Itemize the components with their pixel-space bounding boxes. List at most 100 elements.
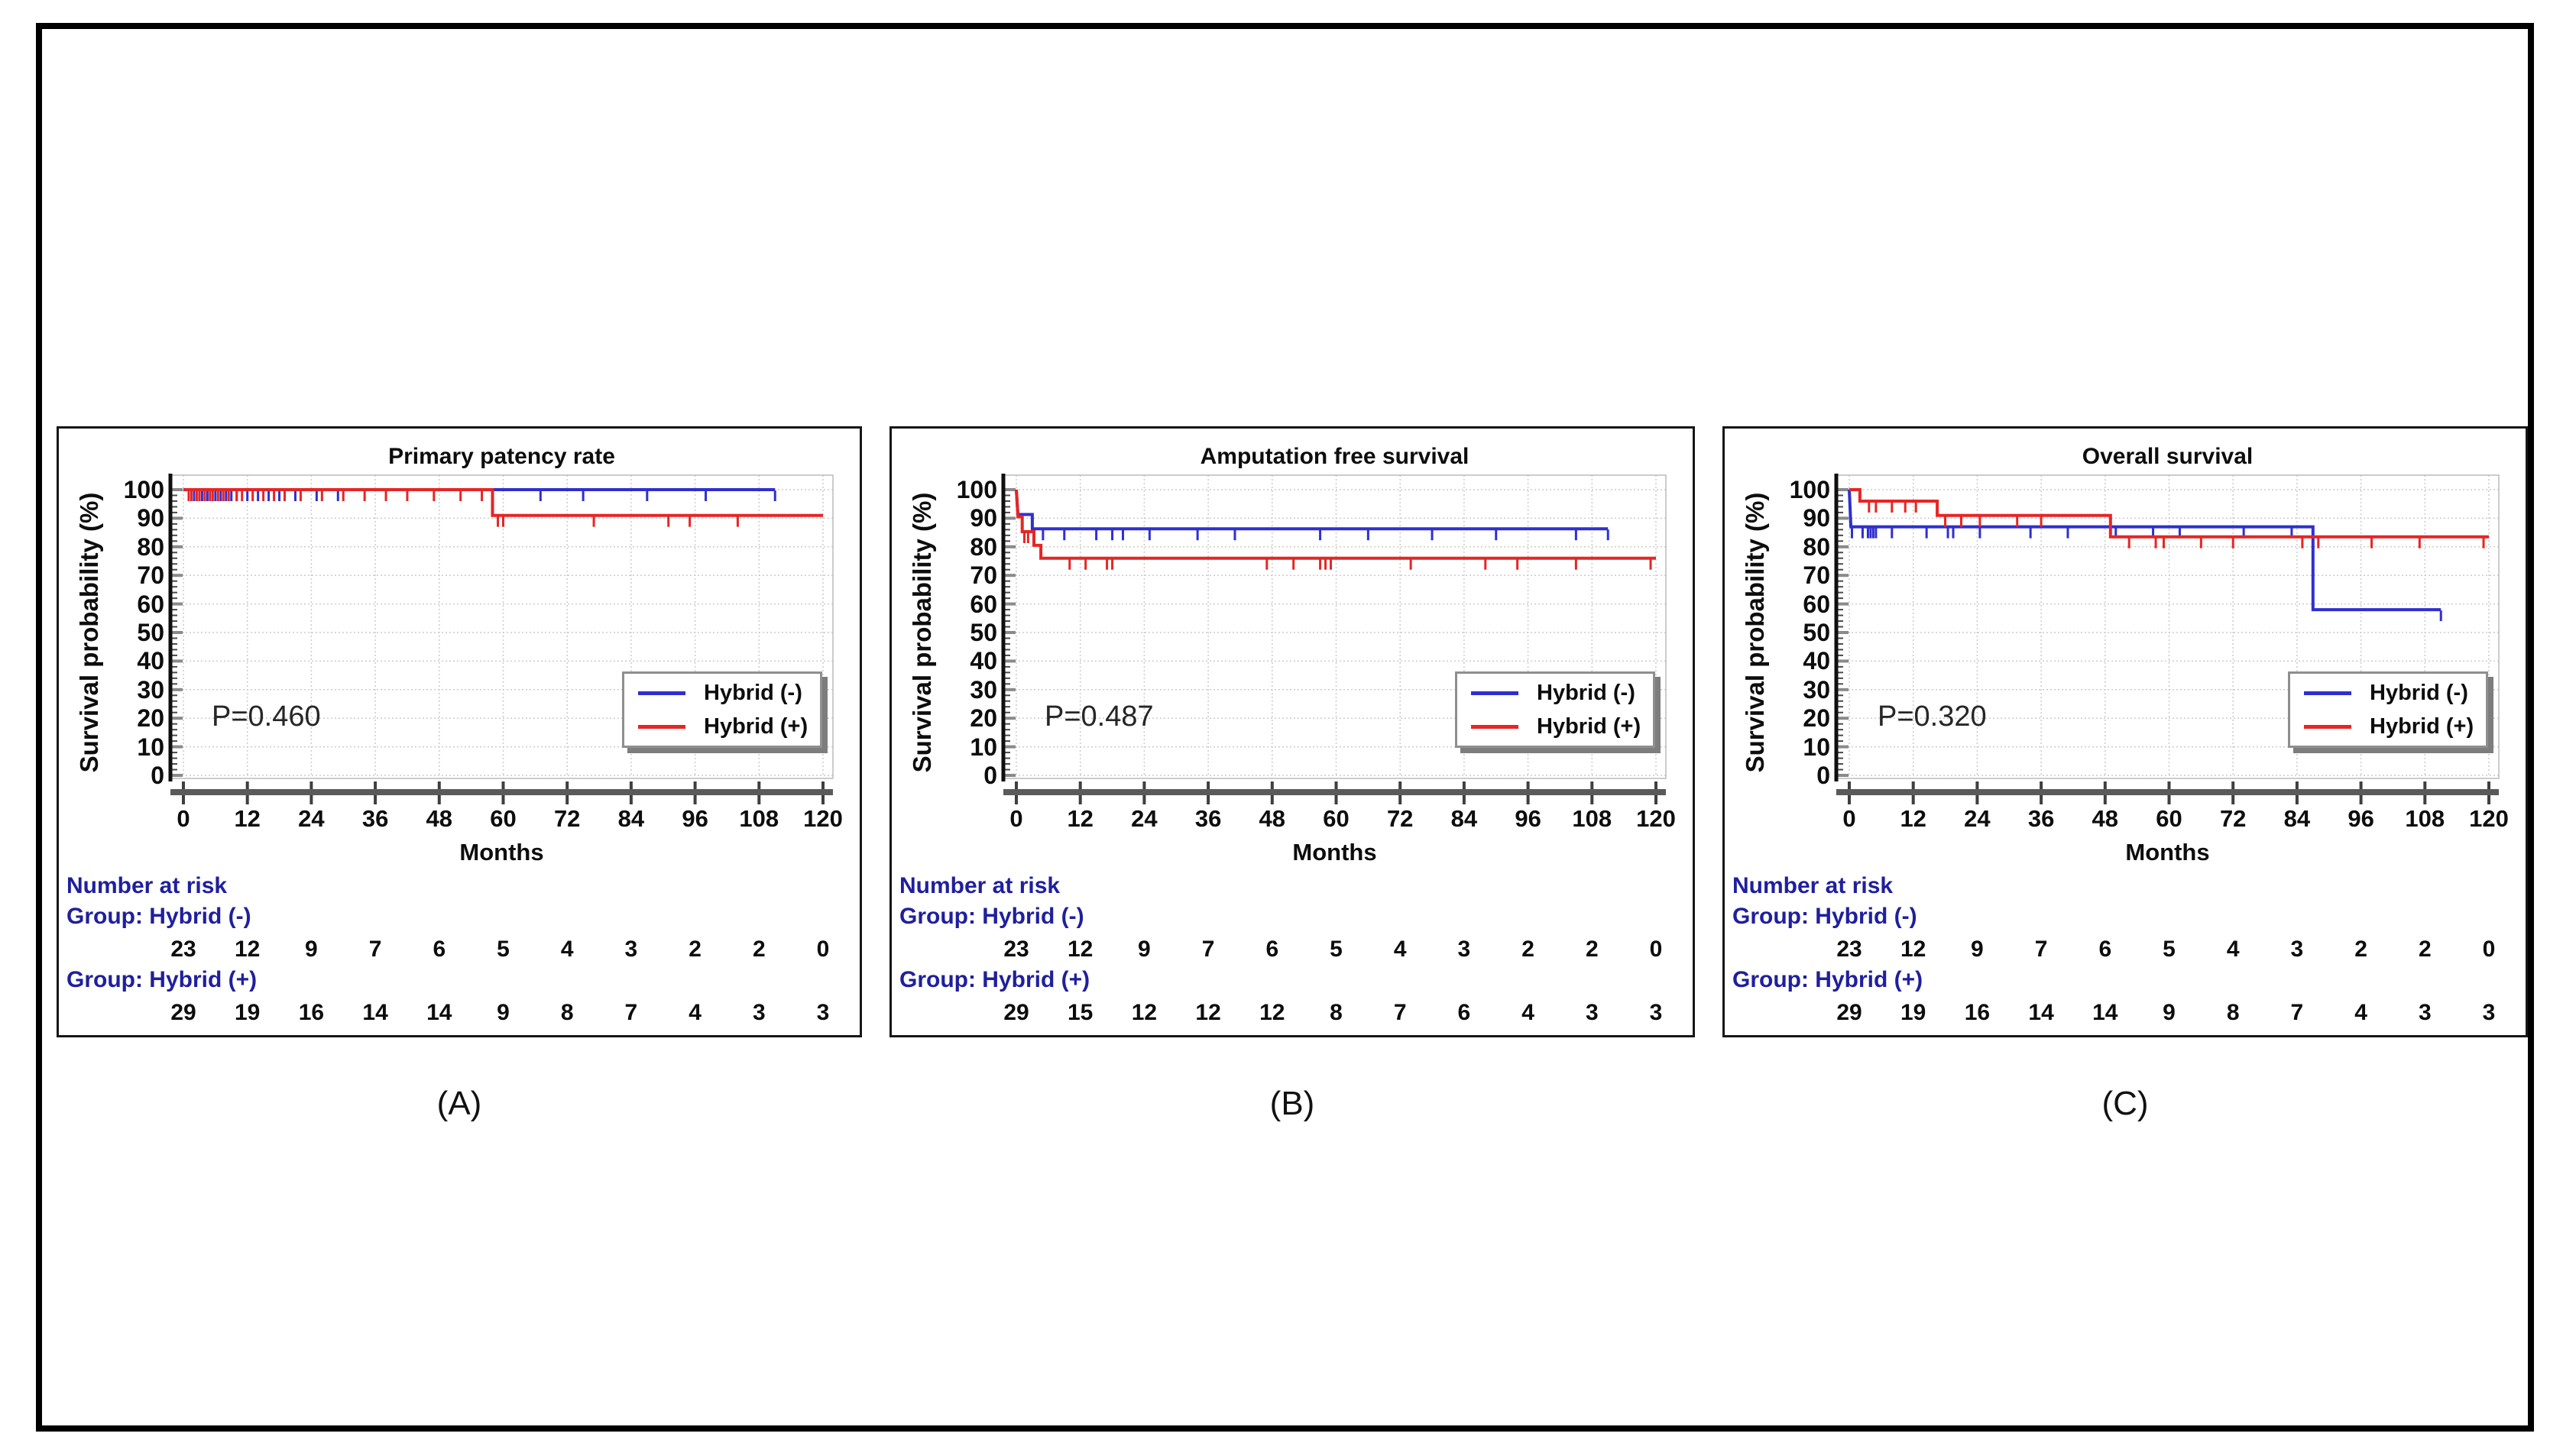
x-tick-label: 96	[682, 805, 708, 832]
legend-line-hybrid-pos	[2304, 724, 2351, 729]
risk-count: 7	[1201, 937, 1215, 962]
risk-count: 4	[1393, 937, 1407, 962]
risk-count: 23	[1003, 937, 1029, 962]
legend-label: Hybrid (+)	[704, 713, 808, 739]
risk-count: 29	[1003, 1000, 1029, 1025]
risk-count: 9	[1138, 937, 1151, 962]
km-plot-svg	[1001, 474, 1667, 804]
y-tick-label: 100	[956, 476, 997, 503]
x-tick-label: 96	[1515, 805, 1541, 832]
y-tick-label: 20	[1803, 704, 1830, 733]
x-tick-label: 12	[1900, 805, 1926, 832]
y-tick-label: 100	[1789, 476, 1830, 503]
risk-count: 4	[2226, 937, 2240, 962]
legend-line-hybrid-neg	[2304, 691, 2351, 695]
y-tick-label: 20	[970, 704, 997, 733]
x-tick-label: 84	[1450, 805, 1478, 832]
risk-count: 5	[1330, 937, 1343, 962]
risk-count: 4	[689, 1000, 702, 1025]
x-axis-bar	[1003, 789, 1666, 795]
risk-group-label: Group: Hybrid (-)	[899, 904, 1084, 929]
risk-count: 16	[298, 1000, 325, 1025]
risk-count: 2	[689, 937, 702, 962]
risk-count: 9	[1971, 937, 1984, 962]
x-tick-label: 72	[1386, 805, 1414, 832]
x-tick-label: 24	[1131, 805, 1158, 832]
x-tick-label: 108	[739, 805, 779, 832]
y-tick-label: 80	[970, 532, 997, 561]
p-value-text: P=0.320	[1878, 700, 1987, 733]
y-axis-title: Survival probability (%)	[1741, 492, 1769, 773]
risk-count: 14	[2092, 1000, 2118, 1025]
risk-count: 3	[1457, 937, 1471, 962]
p-value-text: P=0.487	[1045, 700, 1154, 733]
x-tick-label: 48	[426, 805, 453, 832]
risk-count: 4	[560, 937, 574, 962]
y-tick-label: 70	[970, 561, 997, 590]
risk-count: 9	[497, 1000, 510, 1025]
risk-count: 9	[305, 937, 318, 962]
legend-line-hybrid-neg	[1471, 691, 1518, 695]
risk-count: 29	[170, 1000, 196, 1025]
x-tick-label: 0	[1009, 805, 1023, 832]
risk-count: 0	[2482, 937, 2496, 962]
legend-label: Hybrid (+)	[1537, 713, 1641, 739]
risk-count: 19	[1900, 1000, 1926, 1025]
x-axis-bar	[1836, 789, 2499, 795]
risk-count: 6	[2098, 937, 2112, 962]
survival-curve-hybrid-neg	[1015, 489, 1609, 531]
x-tick-label: 84	[2283, 805, 2311, 832]
y-tick-label: 60	[970, 590, 997, 618]
legend-label: Hybrid (-)	[704, 680, 802, 705]
x-tick-label: 96	[2348, 805, 2374, 832]
x-tick-label: 36	[1194, 805, 1222, 832]
risk-count: 7	[624, 1000, 638, 1025]
risk-count: 6	[433, 937, 446, 962]
y-tick-label: 40	[1803, 647, 1830, 675]
y-axis-title: Survival probability (%)	[908, 492, 936, 773]
risk-count: 3	[816, 1000, 830, 1025]
y-tick-label: 10	[970, 733, 997, 761]
risk-count: 8	[560, 1000, 574, 1025]
risk-count: 4	[2354, 1000, 2367, 1025]
x-axis-title: Months	[459, 839, 544, 866]
y-tick-label: 10	[1803, 733, 1830, 761]
risk-count: 29	[1836, 1000, 1862, 1025]
x-tick-label: 12	[234, 805, 261, 832]
y-tick-label: 0	[151, 762, 164, 789]
risk-group-label: Group: Hybrid (+)	[1732, 967, 1923, 992]
y-tick-label: 40	[137, 647, 164, 675]
risk-count: 7	[368, 937, 382, 962]
x-tick-label: 60	[490, 805, 517, 832]
risk-count: 3	[624, 937, 638, 962]
risk-count: 3	[2418, 1000, 2432, 1025]
y-tick-label: 10	[137, 733, 164, 761]
survival-curve-hybrid-neg	[1848, 489, 2442, 612]
legend: Hybrid (-) Hybrid (+)	[1455, 671, 1655, 748]
risk-count: 23	[1836, 937, 1862, 962]
legend: Hybrid (-) Hybrid (+)	[2288, 671, 2488, 748]
risk-count: 12	[1068, 937, 1094, 962]
survival-curve-hybrid-pos	[1015, 489, 1656, 560]
risk-count: 3	[2290, 937, 2304, 962]
panel-caption-a: (A)	[436, 1085, 482, 1122]
risk-count: 12	[1131, 1000, 1158, 1025]
x-axis-bar	[170, 789, 833, 795]
risk-count: 2	[752, 937, 766, 962]
risk-count: 12	[1195, 1000, 1221, 1025]
risk-count: 16	[1964, 1000, 1991, 1025]
risk-count: 3	[752, 1000, 766, 1025]
panel-caption-b: (B)	[1269, 1085, 1315, 1122]
x-tick-label: 24	[298, 805, 325, 832]
legend-label: Hybrid (+)	[2370, 713, 2474, 739]
y-tick-label: 0	[983, 762, 997, 789]
survival-curve-hybrid-pos	[183, 488, 823, 517]
y-tick-label: 90	[1803, 504, 1830, 532]
x-tick-label: 72	[553, 805, 581, 832]
legend: Hybrid (-) Hybrid (+)	[622, 671, 822, 748]
x-tick-label: 120	[1636, 805, 1676, 832]
risk-count: 6	[1265, 937, 1279, 962]
legend-label: Hybrid (-)	[1537, 680, 1635, 705]
y-tick-label: 60	[1803, 590, 1830, 618]
